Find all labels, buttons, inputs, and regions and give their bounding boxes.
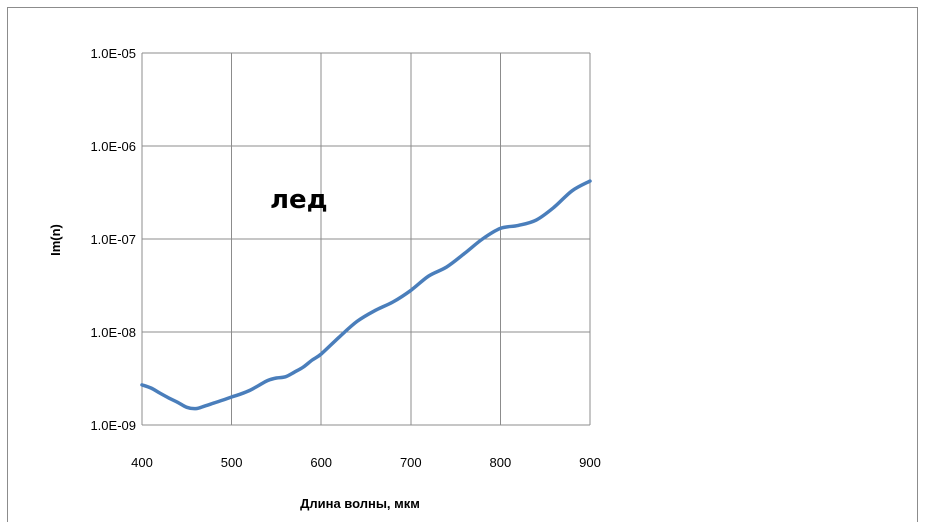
- y-axis-title: Im(n): [48, 224, 63, 256]
- series-line: [140, 179, 592, 411]
- y-tick-label: 1.0E-09: [90, 418, 136, 433]
- y-tick-label: 1.0E-06: [90, 139, 136, 154]
- chart-frame: [7, 7, 918, 522]
- annotation-label: лед: [270, 185, 328, 215]
- grid: [141, 52, 591, 426]
- x-tick-label: 800: [490, 455, 512, 470]
- x-tick-labels: 400 500 600 700 800 900: [131, 455, 601, 470]
- y-tick-label: 1.0E-08: [90, 325, 136, 340]
- x-tick-label: 500: [221, 455, 243, 470]
- y-tick-label: 1.0E-07: [90, 232, 136, 247]
- x-tick-label: 900: [579, 455, 601, 470]
- y-tick-label: 1.0E-05: [90, 46, 136, 61]
- x-tick-label: 700: [400, 455, 422, 470]
- y-tick-labels: 1.0E-05 1.0E-06 1.0E-07 1.0E-08 1.0E-09: [90, 46, 136, 433]
- x-tick-label: 400: [131, 455, 153, 470]
- x-tick-label: 600: [310, 455, 332, 470]
- x-axis-title: Длина волны, мкм: [300, 496, 420, 511]
